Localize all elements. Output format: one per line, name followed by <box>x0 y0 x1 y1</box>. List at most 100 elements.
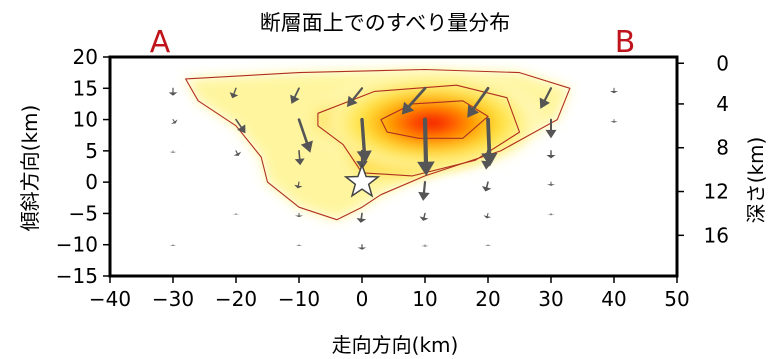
slip-vector-shaft <box>485 149 490 163</box>
x-tick-label: 30 <box>538 287 563 311</box>
slip-vector-head <box>169 151 177 153</box>
slip-vector-shaft <box>297 118 309 144</box>
slip-vector-22 <box>294 181 303 189</box>
slip-contours <box>185 68 571 221</box>
slip-vector-23 <box>418 181 430 201</box>
slip-vector-31 <box>547 213 555 216</box>
slip-vector-head <box>295 245 303 246</box>
y-tick-label: 5 <box>85 139 98 163</box>
slip-vector-10 <box>297 118 313 153</box>
slip-vector-head <box>294 158 305 166</box>
x-tick-label: 0 <box>356 287 369 311</box>
slip-vector-11 <box>356 117 372 164</box>
y-axis-right-depth: 0 4 8 12 16 <box>677 51 729 247</box>
slip-vector-head <box>169 245 177 246</box>
slip-vector-26 <box>232 213 240 215</box>
slip-peak-region <box>316 70 547 175</box>
y-tick-label: −15 <box>56 264 98 288</box>
slip-vector-shaft <box>543 87 553 102</box>
depth-tick-label: 0 <box>716 51 729 75</box>
x-tick-label: −40 <box>89 287 131 311</box>
slip-vector-9 <box>235 118 246 134</box>
slip-vector-head <box>346 95 358 108</box>
slip-vector-5 <box>467 86 490 118</box>
slip-vector-shaft <box>422 181 427 194</box>
y-axis-label-left: 傾斜方向(km) <box>18 105 42 232</box>
x-tick-label: −30 <box>152 287 194 311</box>
slip-vector-shaft <box>360 212 363 220</box>
slip-contour-1 <box>185 68 571 221</box>
slip-contour-2 <box>317 84 521 177</box>
slip-vector-head <box>484 245 492 246</box>
x-tick-label: 50 <box>664 287 689 311</box>
slip-vector-shaft <box>407 86 427 108</box>
slip-vector-shaft <box>297 181 300 187</box>
slip-vector-head <box>481 152 498 167</box>
slip-vector-head <box>356 150 372 164</box>
depth-tick-label: 4 <box>716 92 729 116</box>
slip-vector-head <box>610 121 618 123</box>
slip-vector-25 <box>547 181 555 186</box>
end-label-a: A <box>150 25 171 60</box>
x-axis: −40 −30 −20 −10 0 10 20 30 40 50 <box>89 276 690 311</box>
slip-vector-8 <box>171 119 178 124</box>
slip-vector-18 <box>294 150 305 166</box>
slip-vector-shaft <box>486 117 492 156</box>
slip-vector-head <box>481 160 493 170</box>
slip-vector-head <box>481 186 492 192</box>
y-tick-label: −10 <box>56 233 98 257</box>
slip-vector-35 <box>421 244 429 247</box>
y-tick-label: −5 <box>69 201 98 225</box>
slip-vector-head <box>419 216 429 221</box>
depth-tick-label: 12 <box>704 180 729 204</box>
slip-vector-head <box>547 214 555 216</box>
slip-vector-2 <box>290 87 300 104</box>
slip-vector-1 <box>229 87 239 99</box>
slip-vector-4 <box>401 86 427 115</box>
slip-vector-head <box>418 191 430 201</box>
slip-vector-shaft <box>423 212 426 219</box>
slip-vector-27 <box>295 212 303 218</box>
slip-vector-shaft <box>360 117 366 153</box>
slip-vector-head <box>467 104 480 118</box>
slip-vector-shaft <box>486 212 489 217</box>
slip-vector-3 <box>346 87 364 108</box>
slip-vector-20 <box>481 149 493 170</box>
slip-vector-head <box>168 92 178 96</box>
slip-vector-head <box>237 124 246 134</box>
hypocenter-star-icon <box>343 162 381 198</box>
slip-vector-head <box>357 247 367 250</box>
y-axis-left: −15 −10 −5 0 5 10 15 20 <box>56 45 110 288</box>
slip-vector-head <box>290 94 300 104</box>
slip-vector-0 <box>168 87 178 96</box>
x-tick-label: −10 <box>278 287 320 311</box>
slip-vector-head <box>547 184 555 186</box>
slip-vector-13 <box>481 117 498 167</box>
y-tick-label: 20 <box>73 45 98 69</box>
slip-vector-head <box>229 92 239 99</box>
slip-vector-head <box>546 154 556 159</box>
slip-vector-shaft <box>293 87 300 98</box>
plot-area <box>168 68 618 250</box>
slip-vector-shaft <box>422 117 429 164</box>
x-tick-label: 20 <box>475 287 500 311</box>
y-axis-label-right: 深さ(km) <box>744 137 768 224</box>
x-tick-label: 40 <box>601 287 626 311</box>
slip-vector-32 <box>169 244 177 246</box>
depth-tick-label: 8 <box>716 136 729 160</box>
slip-vector-shaft <box>298 150 301 160</box>
slip-vector-24 <box>481 181 492 192</box>
x-tick-label: 10 <box>412 287 437 311</box>
slip-vector-6 <box>539 87 553 109</box>
slip-vector-head <box>483 215 492 219</box>
slip-vector-30 <box>483 212 492 219</box>
y-tick-label: 0 <box>85 170 98 194</box>
slip-vector-head <box>300 140 313 153</box>
slip-vector-head <box>356 217 367 223</box>
slip-vector-head <box>294 184 303 189</box>
slip-vector-shaft <box>233 87 237 95</box>
slip-vector-14 <box>545 118 557 139</box>
y-tick-label: 10 <box>73 108 98 132</box>
slip-vector-shaft <box>485 181 489 189</box>
